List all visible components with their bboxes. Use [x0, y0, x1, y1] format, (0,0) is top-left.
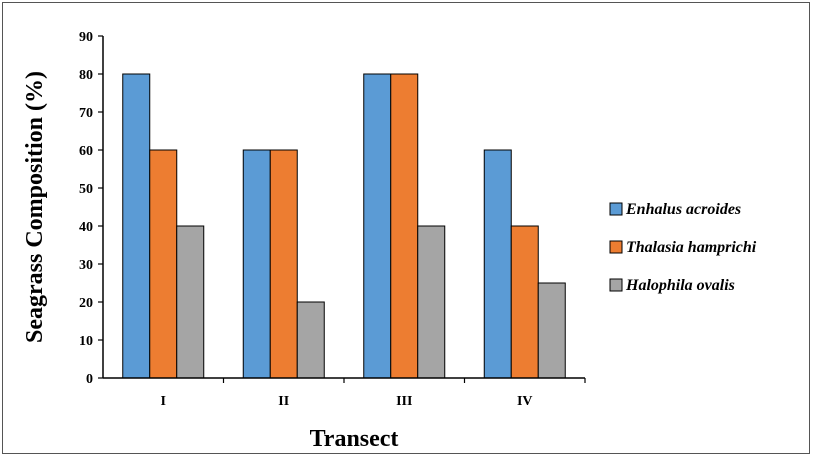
x-tick-label: III [396, 394, 412, 409]
legend-swatch [609, 202, 623, 216]
legend-label: Enhalus acroides [625, 201, 741, 218]
y-tick-label: 80 [79, 68, 93, 83]
bar-thalasia-hamprichi-IV [510, 225, 539, 379]
x-tick-label: IV [517, 394, 533, 409]
bar-thalasia-hamprichi-III [390, 73, 419, 379]
bar-enhalus-acroides-II [242, 149, 271, 379]
legend-swatch [609, 278, 623, 292]
y-tick-label: 0 [86, 372, 93, 387]
legend: Enhalus acroides Thalasia hamprichi Haloph… [609, 201, 757, 294]
y-tick-label: 70 [79, 106, 93, 121]
bar-halophila-ovalis-I [176, 225, 205, 379]
y-axis-ticks: 0 10 20 30 40 50 60 70 80 90 [79, 30, 103, 387]
y-tick-label: 60 [79, 144, 93, 159]
x-axis-ticks: I II III IV [161, 378, 586, 409]
y-axis-title: Seagrass Composition (%) [22, 71, 48, 343]
bar-halophila-ovalis-III [417, 225, 446, 379]
bar-thalasia-hamprichi-II [269, 149, 298, 379]
y-tick-label: 20 [79, 296, 93, 311]
bar-enhalus-acroides-III [363, 73, 392, 379]
y-tick-label: 90 [79, 30, 93, 45]
bar-enhalus-acroides-I [122, 73, 151, 379]
y-tick-label: 40 [79, 220, 93, 235]
legend-label: Halophila ovalis [625, 277, 735, 294]
bar-enhalus-acroides-IV [483, 149, 512, 379]
x-tick-label: II [278, 394, 289, 409]
y-tick-label: 50 [79, 182, 93, 197]
y-tick-label: 30 [79, 258, 93, 273]
x-axis-title: Transect [310, 426, 399, 452]
legend-label: Thalasia hamprichi [626, 239, 757, 256]
bar-halophila-ovalis-IV [537, 282, 566, 379]
bar-halophila-ovalis-II [296, 301, 325, 379]
x-tick-label: I [161, 394, 166, 409]
bar-thalasia-hamprichi-I [149, 149, 178, 379]
y-tick-label: 10 [79, 334, 93, 349]
bars-group [122, 73, 566, 379]
legend-swatch [609, 240, 623, 254]
